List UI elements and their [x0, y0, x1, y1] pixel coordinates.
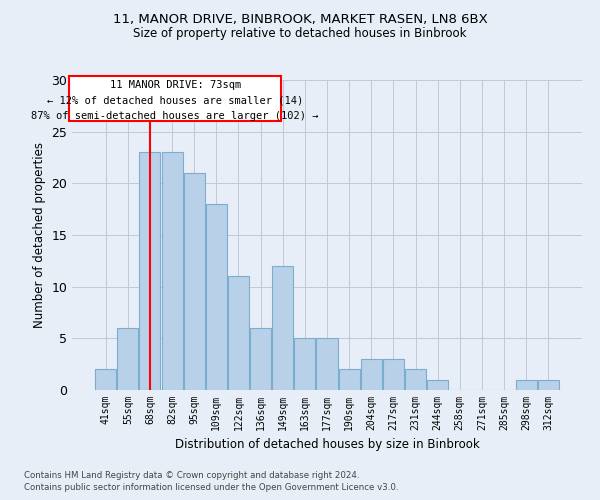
- X-axis label: Distribution of detached houses by size in Binbrook: Distribution of detached houses by size …: [175, 438, 479, 452]
- Bar: [427, 380, 448, 390]
- FancyBboxPatch shape: [70, 76, 281, 121]
- Bar: [118, 328, 139, 390]
- Text: Contains HM Land Registry data © Crown copyright and database right 2024.: Contains HM Land Registry data © Crown c…: [24, 471, 359, 480]
- Bar: [515, 380, 536, 390]
- Bar: [295, 338, 316, 390]
- Bar: [184, 173, 205, 390]
- Bar: [206, 204, 227, 390]
- Bar: [405, 370, 426, 390]
- Bar: [338, 370, 359, 390]
- Bar: [361, 359, 382, 390]
- Bar: [228, 276, 249, 390]
- Text: ← 12% of detached houses are smaller (14): ← 12% of detached houses are smaller (14…: [47, 96, 304, 106]
- Text: 11 MANOR DRIVE: 73sqm: 11 MANOR DRIVE: 73sqm: [110, 80, 241, 90]
- Bar: [95, 370, 116, 390]
- Bar: [161, 152, 182, 390]
- Bar: [272, 266, 293, 390]
- Bar: [139, 152, 160, 390]
- Bar: [316, 338, 338, 390]
- Bar: [250, 328, 271, 390]
- Bar: [538, 380, 559, 390]
- Y-axis label: Number of detached properties: Number of detached properties: [33, 142, 46, 328]
- Bar: [383, 359, 404, 390]
- Text: 87% of semi-detached houses are larger (102) →: 87% of semi-detached houses are larger (…: [31, 111, 319, 121]
- Text: Contains public sector information licensed under the Open Government Licence v3: Contains public sector information licen…: [24, 484, 398, 492]
- Text: 11, MANOR DRIVE, BINBROOK, MARKET RASEN, LN8 6BX: 11, MANOR DRIVE, BINBROOK, MARKET RASEN,…: [113, 12, 487, 26]
- Text: Size of property relative to detached houses in Binbrook: Size of property relative to detached ho…: [133, 28, 467, 40]
